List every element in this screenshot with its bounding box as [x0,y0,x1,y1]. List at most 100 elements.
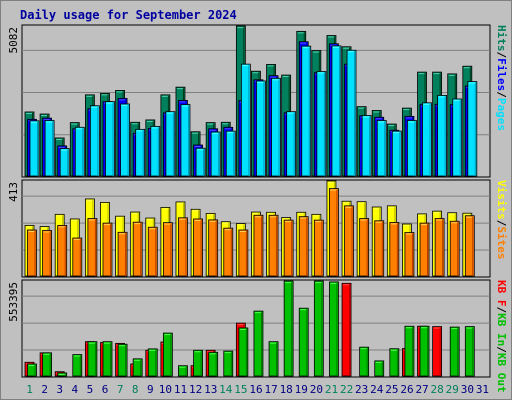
y-max-label: 5082 [7,27,20,54]
bar-pages-day-27 [422,102,432,177]
bar-sites-day-10 [162,222,173,277]
bar-pages-day-30-shadow [474,82,476,176]
bar-pages-day-11-highlight [181,105,189,107]
bar-kb-out-day-17-shadow [276,342,278,376]
bar-kb-out-day-12-highlight [194,351,202,353]
bar-kb-out-day-29 [449,326,460,377]
bar-files-day-11-highlight [179,101,187,103]
bar-pages-day-20-shadow [323,72,325,176]
legend-kb-f: KB F [495,280,508,307]
bar-sites-day-12 [193,218,203,277]
bar-pages-day-1-highlight [31,121,38,123]
bar-hits-day-12-highlight [192,132,200,134]
bar-hits-day-10-highlight [161,95,169,97]
bar-sites-day-18-highlight [285,221,293,223]
bar-kb-out-day-19-face [298,307,309,377]
bar-kb-out-day-10-highlight [164,334,172,336]
bar-kb-out-day-21-face [329,281,339,377]
bar-kb-out-day-18-face [283,280,294,377]
bar-hits-day-26-highlight [403,109,411,111]
bar-sites-day-26-shadow [411,233,413,276]
bar-pages-day-26-shadow [414,121,416,176]
bar-kb-out-day-19-shadow [306,309,308,376]
bar-kb-out-day-24-face [374,360,385,377]
bar-pages-day-15 [240,63,251,177]
x-tick-label-10: 10 [159,383,172,396]
bar-kb-out-day-10 [162,332,173,377]
panel-bottom: 553395 KB F/KB In/KB Out [7,279,508,393]
bar-sites-day-4-face [72,237,83,277]
bar-sites-day-1 [27,229,37,277]
bar-kb-f-day-28 [432,326,443,377]
bar-sites-day-17-highlight [270,216,278,218]
bar-sites-day-22-highlight [345,206,353,208]
bar-kb-out-day-17-face [268,341,279,377]
bar-pages-day-9-shadow [157,127,159,176]
series-legend: Hits/Files/Pages [495,25,508,131]
bar-hits-day-8-highlight [131,123,139,125]
bar-kb-out-day-14-highlight [224,352,232,354]
bar-hits-day-2-highlight [41,115,49,117]
bar-visits-day-15-highlight [237,224,245,226]
bar-pages-day-13-face [210,131,221,177]
bar-sites-day-13-highlight [209,220,217,222]
bar-pages-day-18-shadow [293,112,295,176]
bar-hits-day-17-highlight [267,65,275,67]
bar-pages-day-8-face [135,128,146,177]
bar-hits-day-25-highlight [388,125,396,127]
bar-kb-out-day-26-face [404,325,415,377]
bar-sites-day-25 [389,222,400,277]
bar-visits-day-17-highlight [267,213,275,215]
bar-sites-day-27-highlight [421,224,429,226]
bar-sites-day-20-shadow [321,221,323,276]
bar-sites-day-18-shadow [291,221,293,276]
bar-sites-day-1-highlight [28,230,36,232]
bar-sites-day-11-face [178,217,188,277]
legend-hits: Hits [495,25,508,52]
x-tick-label-23: 23 [355,383,368,396]
bar-sites-day-13-face [208,219,219,277]
bar-pages-day-3-highlight [61,149,69,151]
bar-hits-day-30-highlight [463,67,471,69]
bar-pages-day-1-face [29,120,40,177]
bar-files-day-17-highlight [270,76,278,78]
bar-visits-day-5-highlight [86,199,94,201]
bar-sites-day-4 [72,237,83,277]
bar-kb-out-day-5-shadow [94,342,96,376]
bar-kb-out-day-24 [374,360,385,377]
bar-kb-out-day-16-shadow [260,312,262,376]
bar-pages-day-15-face [240,63,251,177]
bar-sites-day-30 [464,215,475,277]
bar-pages-day-17 [271,77,281,177]
bar-kb-out-day-24-highlight [375,361,383,363]
bar-pages-day-9-highlight [151,127,159,129]
bar-kb-out-day-29-highlight [451,328,459,330]
bar-pages-day-10-shadow [172,112,174,176]
bar-kb-f-day-22 [341,282,352,377]
bar-sites-day-15-shadow [245,230,247,276]
bar-kb-out-day-4-face [72,354,83,377]
bar-sites-day-23-highlight [360,219,368,221]
bar-visits-day-8-highlight [131,213,139,215]
bar-sites-day-23-face [359,218,370,277]
bar-visits-day-2-highlight [41,227,49,229]
bar-sites-day-6-face [102,222,113,277]
bar-pages-day-25-highlight [393,132,401,134]
bar-kb-out-day-12-shadow [200,351,202,376]
bar-pages-day-23-highlight [363,116,371,118]
bar-kb-f-day-28-shadow [439,327,441,376]
bar-kb-out-day-30-shadow [472,327,474,376]
bar-kb-f-day-13-highlight [207,351,215,353]
bar-pages-day-16-highlight [257,81,265,83]
bar-sites-day-8-shadow [140,223,142,276]
bar-kb-out-day-26 [404,325,415,377]
legend-visits: Visits [495,180,508,220]
bar-kb-out-day-14-face [223,350,234,377]
bar-pages-day-25-shadow [399,132,401,176]
bar-kb-out-day-8 [132,358,143,377]
bar-sites-day-21 [329,188,339,277]
bar-pages-day-4-highlight [76,128,84,130]
bar-sites-day-16 [253,214,264,277]
bar-kb-out-day-13-shadow [215,353,217,376]
bar-kb-out-day-14-shadow [230,352,232,376]
